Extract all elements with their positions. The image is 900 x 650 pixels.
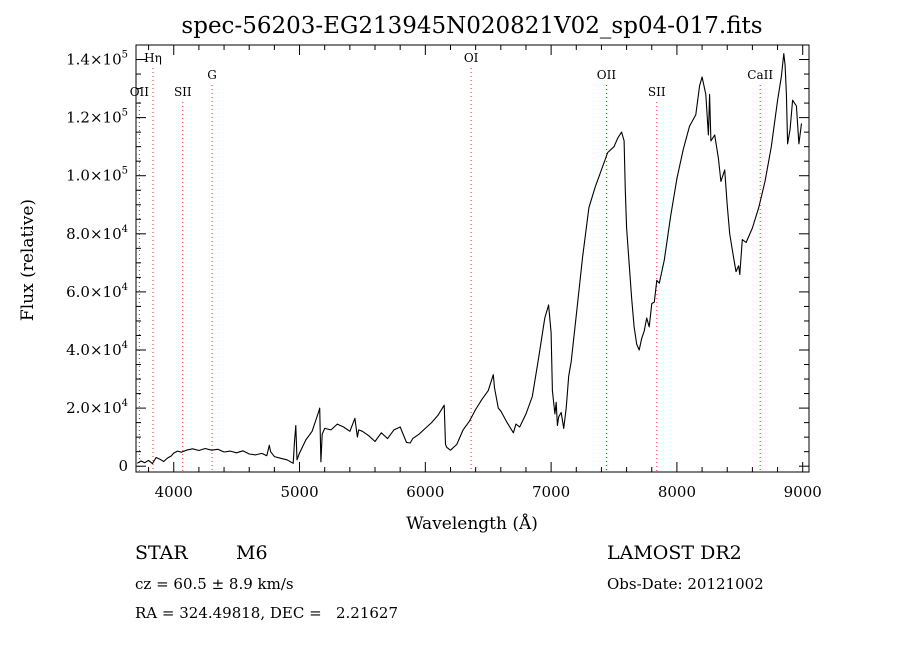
y-tick-label: 8.0×104: [66, 224, 128, 243]
x-tick-label: 5000: [280, 483, 318, 501]
y-tick-label: 1.2×105: [66, 108, 128, 127]
x-tick-label: 6000: [406, 483, 444, 501]
y-axis-label: Flux (relative): [18, 199, 38, 321]
y-tick-label: 6.0×104: [66, 282, 128, 301]
object-subclass: M6: [236, 542, 268, 564]
flux-series-line: [137, 54, 801, 464]
object-class: STAR: [135, 542, 188, 564]
redshift-velocity: cz = 60.5 ± 8.9 km/s: [135, 575, 294, 593]
x-tick-label: 9000: [784, 483, 822, 501]
spectral-line-label: Hη: [144, 51, 162, 65]
sky-coordinates: RA = 324.49818, DEC = 2.21627: [135, 604, 398, 622]
spectral-line-label: SII: [648, 85, 666, 99]
x-tick-label: 7000: [532, 483, 570, 501]
axis-ticks: 4000 5000 6000 7000 8000 9000 0 2.0×104 4.0×104 6…: [66, 45, 822, 501]
spectral-line-label: G: [207, 68, 217, 82]
x-tick-label: 8000: [658, 483, 696, 501]
y-tick-label: 1.4×105: [66, 50, 128, 69]
spectral-line-label: OII: [130, 85, 150, 99]
y-tick-label: 4.0×104: [66, 340, 128, 359]
chart-title: spec-56203-EG213945N020821V02_sp04-017.f…: [181, 13, 762, 39]
spectral-line-label: SII: [174, 85, 192, 99]
plot-frame: [136, 45, 809, 472]
spectral-line-label: OI: [464, 51, 479, 65]
observation-date: Obs-Date: 20121002: [607, 575, 764, 593]
series-layer: [137, 54, 801, 464]
y-tick-label: 1.0×105: [66, 166, 128, 185]
spectral-line-markers: OII Hη SII G OI OII SII CaII: [130, 51, 774, 472]
spectral-line-label: CaII: [747, 68, 773, 82]
y-tick-label: 0: [118, 457, 128, 475]
y-tick-label: 2.0×104: [66, 398, 128, 417]
x-tick-label: 4000: [155, 483, 193, 501]
x-axis-label: Wavelength (Å): [406, 513, 538, 534]
survey-name: LAMOST DR2: [607, 542, 742, 564]
spectral-line-label: OII: [597, 68, 617, 82]
